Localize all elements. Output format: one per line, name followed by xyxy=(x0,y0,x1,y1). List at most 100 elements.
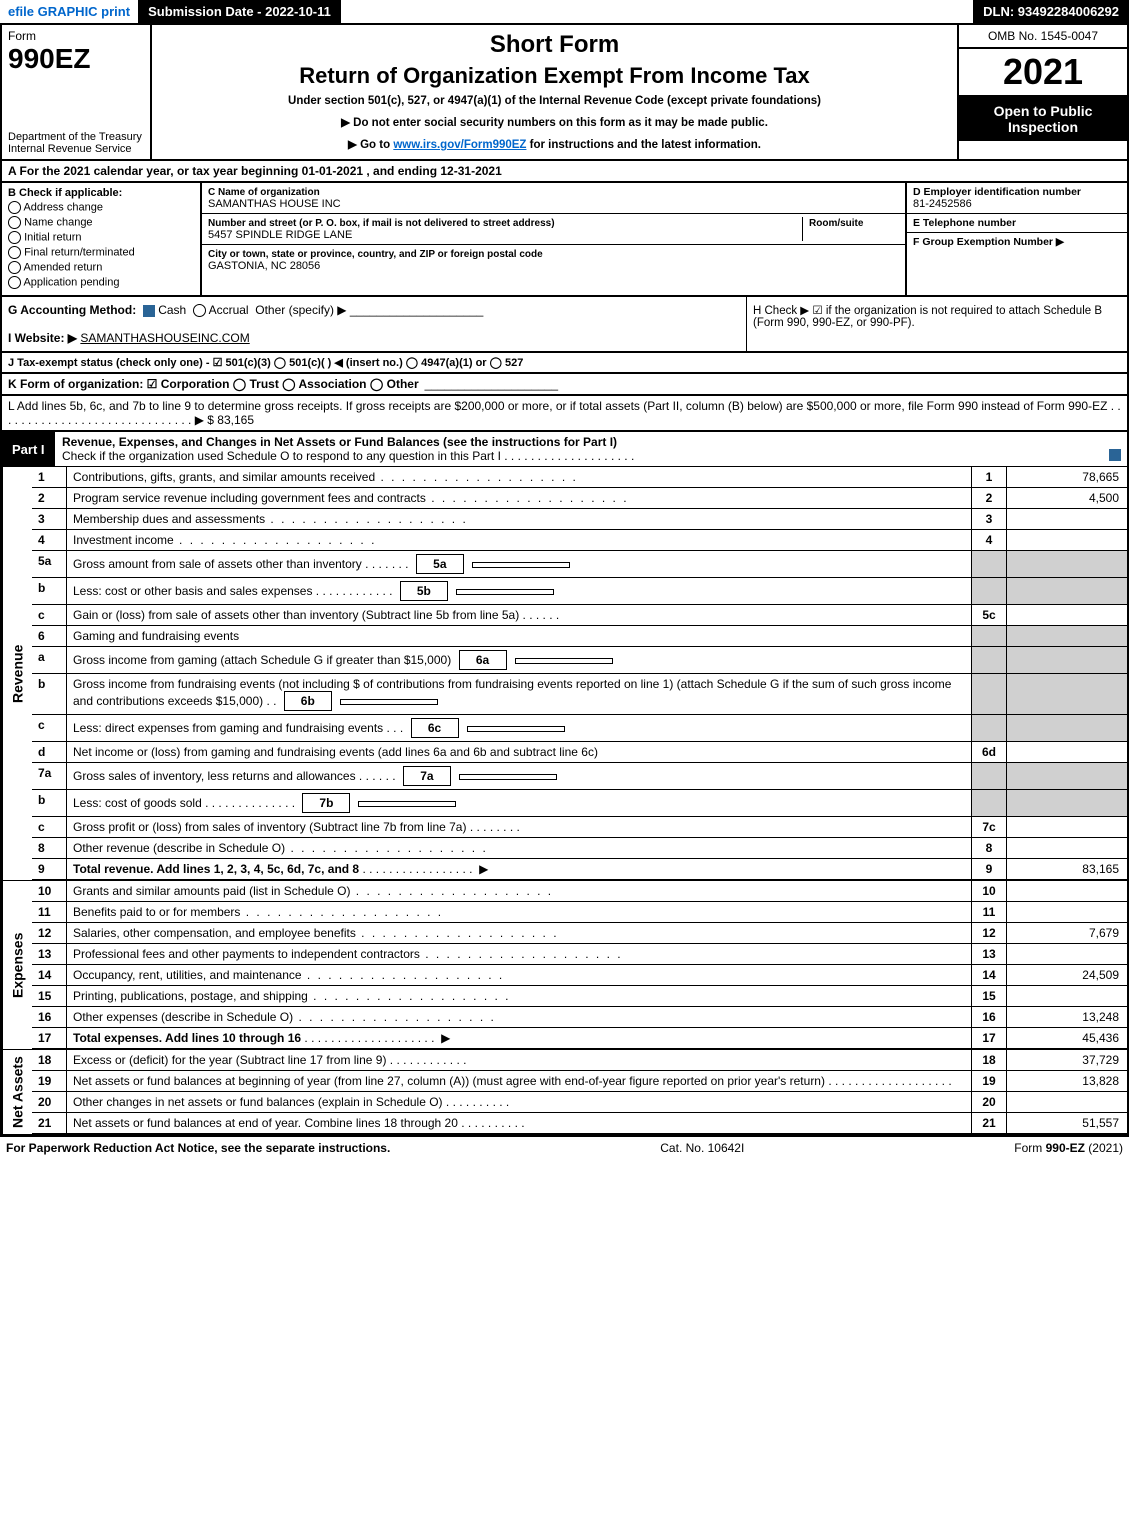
line-17-num: 17 xyxy=(32,1028,67,1049)
org-city-cell: City or town, state or province, country… xyxy=(202,245,905,275)
group-label: F Group Exemption Number ▶ xyxy=(913,236,1064,248)
line-5c-val xyxy=(1007,605,1127,626)
pra-notice: For Paperwork Reduction Act Notice, see … xyxy=(6,1141,390,1155)
line-12-val: 7,679 xyxy=(1007,923,1127,944)
line-6d-desc: Net income or (loss) from gaming and fun… xyxy=(67,742,972,763)
row-l-gross-receipts: L Add lines 5b, 6c, and 7b to line 9 to … xyxy=(0,396,1129,432)
line-7a-num: 7a xyxy=(32,763,67,790)
row-j-tax-exempt: J Tax-exempt status (check only one) - ☑… xyxy=(0,353,1129,374)
line-14-desc: Occupancy, rent, utilities, and maintena… xyxy=(67,965,972,986)
line-1-num: 1 xyxy=(32,467,67,488)
room-label: Room/suite xyxy=(809,218,863,229)
ssn-note: ▶ Do not enter social security numbers o… xyxy=(160,115,949,129)
ein-cell: D Employer identification number 81-2452… xyxy=(907,183,1127,214)
box-6b: 6b xyxy=(284,691,332,711)
checkbox-amended-return[interactable]: Amended return xyxy=(8,261,194,274)
city-label: City or town, state or province, country… xyxy=(208,249,543,260)
form-header: Form 990EZ Department of the Treasury In… xyxy=(0,25,1129,161)
line-6c-col xyxy=(972,715,1007,742)
header-left: Form 990EZ Department of the Treasury In… xyxy=(2,25,152,159)
line-6-val xyxy=(1007,626,1127,647)
line-6a-col xyxy=(972,647,1007,674)
line-13-val xyxy=(1007,944,1127,965)
line-11-col: 11 xyxy=(972,902,1007,923)
line-21-col: 21 xyxy=(972,1113,1007,1134)
line-21-val: 51,557 xyxy=(1007,1113,1127,1134)
row-h-schedule-b: H Check ▶ ☑ if the organization is not r… xyxy=(747,297,1127,351)
expenses-side-label: Expenses xyxy=(2,881,32,1049)
line-9-desc: Total revenue. Add lines 1, 2, 3, 4, 5c,… xyxy=(67,859,972,880)
line-10-desc: Grants and similar amounts paid (list in… xyxy=(67,881,972,902)
check-cash-icon xyxy=(143,305,155,317)
line-19-col: 19 xyxy=(972,1071,1007,1092)
box-7b-val xyxy=(358,801,456,807)
part-i-title-row: Part I Revenue, Expenses, and Changes in… xyxy=(2,432,1127,466)
org-name-label: C Name of organization xyxy=(208,187,320,198)
line-6d-val xyxy=(1007,742,1127,763)
line-13-num: 13 xyxy=(32,944,67,965)
line-18-val: 37,729 xyxy=(1007,1050,1127,1071)
box-6c-val xyxy=(467,726,565,732)
line-6d-num: d xyxy=(32,742,67,763)
col-b-checkboxes: B Check if applicable: Address change Na… xyxy=(2,183,202,295)
line-5c-num: c xyxy=(32,605,67,626)
line-10-col: 10 xyxy=(972,881,1007,902)
line-2-val: 4,500 xyxy=(1007,488,1127,509)
line-6c-val xyxy=(1007,715,1127,742)
revenue-table: Revenue 1 Contributions, gifts, grants, … xyxy=(2,466,1127,880)
checkbox-initial-return[interactable]: Initial return xyxy=(8,231,194,244)
line-5b-desc: Less: cost or other basis and sales expe… xyxy=(67,578,972,605)
line-2-num: 2 xyxy=(32,488,67,509)
netassets-side-label: Net Assets xyxy=(2,1050,32,1134)
line-3-num: 3 xyxy=(32,509,67,530)
j-text: J Tax-exempt status (check only one) - ☑… xyxy=(8,356,523,369)
header-right: OMB No. 1545-0047 2021 Open to Public In… xyxy=(957,25,1127,159)
line-7a-val xyxy=(1007,763,1127,790)
line-6b-col xyxy=(972,674,1007,715)
line-3-val xyxy=(1007,509,1127,530)
line-18-desc: Excess or (deficit) for the year (Subtra… xyxy=(67,1050,972,1071)
line-6c-num: c xyxy=(32,715,67,742)
line-6b-val xyxy=(1007,674,1127,715)
line-7a-col xyxy=(972,763,1007,790)
line-7b-num: b xyxy=(32,790,67,817)
box-7b: 7b xyxy=(302,793,350,813)
part-i-title: Revenue, Expenses, and Changes in Net As… xyxy=(62,435,617,449)
box-5a-val xyxy=(472,562,570,568)
box-6a: 6a xyxy=(459,650,507,670)
dln-badge: DLN: 93492284006292 xyxy=(973,0,1129,23)
top-bar: efile GRAPHIC print Submission Date - 20… xyxy=(0,0,1129,25)
checkbox-name-change[interactable]: Name change xyxy=(8,216,194,229)
checkbox-address-change[interactable]: Address change xyxy=(8,201,194,214)
form-number: 990EZ xyxy=(8,43,144,75)
netassets-table: Net Assets 18 Excess or (deficit) for th… xyxy=(2,1049,1127,1134)
box-5b: 5b xyxy=(400,581,448,601)
col-d-ids: D Employer identification number 81-2452… xyxy=(907,183,1127,295)
efile-print-link[interactable]: efile GRAPHIC print xyxy=(0,0,138,23)
org-name-value: SAMANTHAS HOUSE INC xyxy=(208,198,341,210)
line-4-val xyxy=(1007,530,1127,551)
line-21-desc: Net assets or fund balances at end of ye… xyxy=(67,1113,972,1134)
box-6b-val xyxy=(340,699,438,705)
line-4-col: 4 xyxy=(972,530,1007,551)
line-5c-col: 5c xyxy=(972,605,1007,626)
goto-note: ▶ Go to www.irs.gov/Form990EZ for instru… xyxy=(160,137,949,151)
info-grid: B Check if applicable: Address change Na… xyxy=(0,183,1129,297)
website-value[interactable]: SAMANTHASHOUSEINC.COM xyxy=(80,331,249,345)
line-1-val: 78,665 xyxy=(1007,467,1127,488)
line-18-col: 18 xyxy=(972,1050,1007,1071)
under-section-note: Under section 501(c), 527, or 4947(a)(1)… xyxy=(160,95,949,107)
part-i-badge: Part I xyxy=(2,432,55,466)
irs-link[interactable]: www.irs.gov/Form990EZ xyxy=(393,139,526,151)
g-cash: Cash xyxy=(158,303,186,317)
line-17-desc: Total expenses. Add lines 10 through 16 … xyxy=(67,1028,972,1049)
line-3-col: 3 xyxy=(972,509,1007,530)
i-label: I Website: ▶ xyxy=(8,331,77,345)
line-7b-desc: Less: cost of goods sold . . . . . . . .… xyxy=(67,790,972,817)
row-k-form-of-org: K Form of organization: ☑ Corporation ◯ … xyxy=(0,374,1129,396)
checkbox-application-pending[interactable]: Application pending xyxy=(8,276,194,289)
tax-year: 2021 xyxy=(959,49,1127,95)
checkbox-final-return[interactable]: Final return/terminated xyxy=(8,246,194,259)
line-7c-val xyxy=(1007,817,1127,838)
line-9-val: 83,165 xyxy=(1007,859,1127,880)
